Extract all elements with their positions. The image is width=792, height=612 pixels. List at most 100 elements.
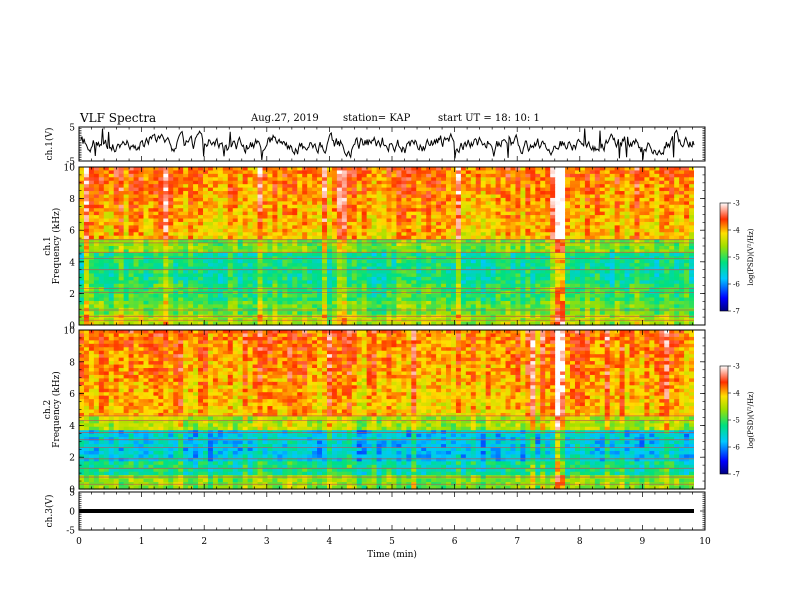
- spectrogram-cell: [307, 283, 313, 288]
- spectrogram-cell: [470, 249, 477, 254]
- spectrogram-cell: [262, 300, 269, 305]
- spectrogram-cell: [475, 211, 482, 216]
- spectrogram-cell: [431, 235, 437, 240]
- spectrogram-cell: [366, 300, 373, 305]
- spectrogram-cell: [480, 297, 487, 302]
- spectrogram-cell: [222, 280, 229, 285]
- spectrogram-cell: [470, 239, 477, 244]
- spectrogram-cell: [535, 215, 541, 220]
- spectrogram-cell: [217, 204, 224, 209]
- spectrogram-cell: [624, 263, 631, 268]
- spectrogram-cell: [401, 228, 407, 233]
- spectrogram-cell: [689, 177, 695, 182]
- spectrogram-cell: [624, 232, 631, 237]
- spectrogram-cell: [396, 246, 402, 251]
- spectrogram-cell: [624, 191, 631, 196]
- spectrogram-cell: [178, 270, 184, 275]
- spectrogram-cell: [252, 235, 259, 240]
- spectrogram-cell: [381, 173, 388, 178]
- spectrogram-cell: [589, 235, 596, 240]
- spectrogram-cell: [98, 221, 105, 226]
- spectrogram-cell: [108, 218, 115, 223]
- spectrogram-cell: [212, 283, 219, 288]
- spectrogram-cell: [282, 201, 288, 206]
- spectrogram-cell: [287, 270, 293, 275]
- spectrogram-cell: [411, 180, 417, 185]
- spectrogram-cell: [574, 276, 581, 281]
- spectrogram-cell: [396, 252, 402, 257]
- spectrogram-cell: [202, 266, 209, 271]
- spectrogram-cell: [659, 252, 665, 257]
- spectrogram-cell: [495, 177, 502, 182]
- spectrogram-cell: [292, 273, 298, 278]
- spectrogram-cell: [262, 246, 269, 251]
- spectrogram-cell: [361, 242, 368, 247]
- spectrogram-cell: [207, 204, 214, 209]
- spectrogram-cell: [148, 180, 154, 185]
- spectrogram-cell: [619, 177, 626, 182]
- spectrogram-cell: [574, 287, 581, 292]
- spectrogram-cell: [183, 246, 189, 251]
- spectrogram-cell: [470, 191, 477, 196]
- spectrogram-cell: [624, 167, 631, 172]
- spectrogram-cell: [287, 208, 293, 213]
- spectrogram-cell: [669, 180, 675, 185]
- spectrogram-cell: [277, 276, 283, 281]
- spectrogram-cell: [222, 177, 229, 182]
- spectrogram-cell: [341, 215, 348, 220]
- spectrogram-cell: [674, 218, 680, 223]
- spectrogram-cell: [495, 221, 502, 226]
- spectrogram-cell: [599, 208, 606, 213]
- spectrogram-cell: [173, 197, 179, 202]
- spectrogram-cell: [322, 249, 328, 254]
- spectrogram-cell: [232, 184, 239, 189]
- spectrogram-cell: [624, 297, 631, 302]
- spectrogram-cell: [267, 300, 274, 305]
- spectrogram-cell: [272, 280, 278, 285]
- spectrogram-cell: [227, 273, 234, 278]
- spectrogram-cell: [545, 173, 551, 178]
- spectrogram-cell: [193, 187, 199, 192]
- spectrogram-cell: [272, 246, 278, 251]
- spectrogram-cell: [475, 180, 482, 185]
- spectrogram-cell: [227, 287, 234, 292]
- spectrogram-cell: [202, 263, 209, 268]
- spectrogram-cell: [312, 297, 318, 302]
- spectrogram-cell: [644, 252, 650, 257]
- spectrogram-cell: [550, 283, 556, 288]
- spectrogram-cell: [520, 184, 526, 189]
- spectrogram-cell: [133, 208, 140, 213]
- spectrogram-cell: [193, 300, 199, 305]
- spectrogram-cell: [589, 249, 596, 254]
- spectrogram-cell: [669, 246, 675, 251]
- spectrogram-cell: [237, 273, 244, 278]
- spectrogram-cell: [436, 276, 442, 281]
- spectrogram-cell: [689, 201, 695, 206]
- spectrogram-cell: [485, 184, 492, 189]
- spectrogram-cell: [336, 273, 343, 278]
- spectrogram-cell: [470, 235, 477, 240]
- spectrogram-cell: [525, 283, 531, 288]
- spectrogram-cell: [386, 242, 393, 247]
- spectrogram-cell: [455, 246, 462, 251]
- spectrogram-cell: [312, 300, 318, 305]
- spectrogram-cell: [272, 270, 278, 275]
- spectrogram-cell: [178, 280, 184, 285]
- spectrogram-cell: [674, 287, 680, 292]
- spectrogram-cell: [396, 263, 402, 268]
- spectrogram-cell: [465, 280, 472, 285]
- spectrogram-cell: [510, 283, 517, 288]
- spectrogram-cell: [644, 294, 650, 299]
- spectrogram-cell: [232, 232, 239, 237]
- spectrogram-cell: [361, 180, 368, 185]
- spectrogram-cell: [624, 211, 631, 216]
- spectrogram-cell: [257, 197, 264, 202]
- spectrogram-cell: [689, 167, 695, 172]
- spectrogram-cell: [307, 235, 313, 240]
- spectrogram-cell: [222, 270, 229, 275]
- spectrogram-cell: [436, 252, 442, 257]
- spectrogram-cell: [297, 167, 303, 172]
- spectrogram-cell: [664, 297, 670, 302]
- spectrogram-cell: [312, 170, 318, 175]
- spectrogram-cell: [436, 283, 442, 288]
